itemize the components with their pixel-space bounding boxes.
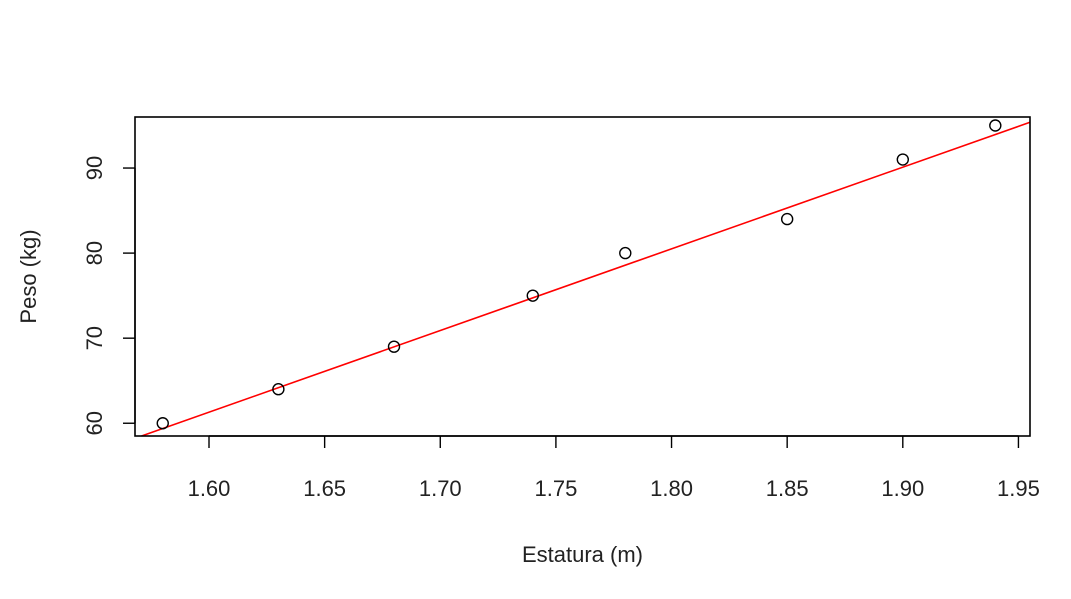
data-point: [387, 340, 401, 353]
y-tick-label: 60: [82, 411, 107, 435]
x-tick-label: 1.60: [188, 476, 231, 501]
x-tick-label: 1.75: [534, 476, 577, 501]
plot-frame: [134, 116, 1031, 437]
data-point: [272, 383, 285, 396]
y-tick-label: 90: [82, 156, 107, 180]
data-points: [156, 119, 1002, 430]
data-point: [780, 212, 794, 226]
y-axis-label: Peso (kg): [16, 229, 41, 323]
y-tick-label: 70: [82, 326, 107, 350]
x-tick-label: 1.90: [881, 476, 924, 501]
x-axis-label: Estatura (m): [522, 542, 643, 567]
data-point: [989, 119, 1002, 132]
fit-line-group: [141, 121, 1031, 437]
data-point: [156, 417, 169, 430]
x-tick-label: 1.85: [766, 476, 809, 501]
data-point: [526, 289, 539, 302]
x-tick-label: 1.65: [303, 476, 346, 501]
data-point: [619, 246, 632, 260]
regression-line: [141, 121, 1031, 437]
x-tick-label: 1.95: [997, 476, 1040, 501]
y-axis: 60 70 80 90: [82, 156, 136, 435]
data-point: [896, 153, 910, 166]
y-tick-label: 80: [82, 241, 107, 265]
x-tick-label: 1.80: [650, 476, 693, 501]
x-axis: 1.60 1.65 1.70 1.75 1.80 1.85 1.90 1.95: [188, 435, 1040, 501]
x-tick-label: 1.70: [419, 476, 462, 501]
